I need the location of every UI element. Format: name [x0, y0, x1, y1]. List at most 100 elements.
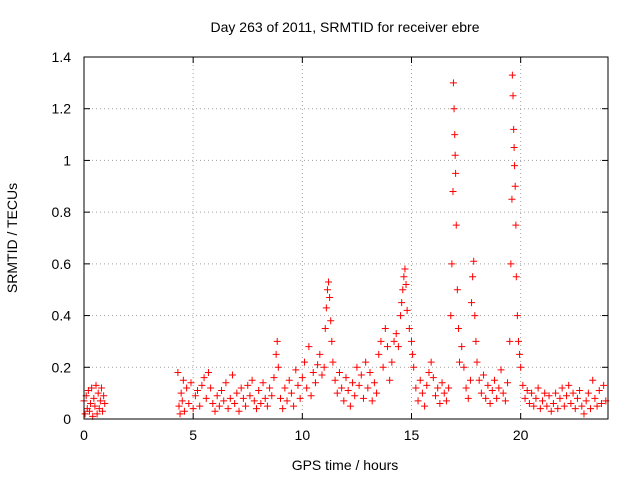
data-point	[364, 384, 372, 392]
data-point	[466, 376, 474, 384]
data-point	[235, 407, 243, 415]
data-point	[328, 337, 336, 345]
data-point	[375, 350, 383, 358]
data-point	[349, 379, 357, 387]
data-point	[477, 389, 485, 397]
y-tick-label: 0.8	[52, 204, 72, 220]
data-point	[298, 374, 306, 382]
data-point	[525, 399, 533, 407]
data-point	[470, 257, 478, 265]
data-point	[490, 376, 498, 384]
data-point	[202, 394, 210, 402]
data-point	[468, 299, 476, 307]
data-point	[547, 407, 555, 415]
data-point	[326, 293, 334, 301]
data-point	[370, 379, 378, 387]
data-point	[510, 144, 518, 151]
data-point	[504, 379, 512, 387]
data-point	[552, 389, 560, 397]
data-point	[224, 405, 232, 413]
data-point	[587, 405, 595, 413]
data-point	[563, 392, 571, 400]
data-point	[368, 397, 376, 405]
data-point	[400, 273, 408, 281]
data-point	[327, 317, 335, 325]
data-point	[554, 405, 562, 413]
y-tick-label: 1.4	[52, 49, 72, 65]
data-point	[418, 389, 426, 397]
data-point	[512, 221, 520, 229]
data-point	[495, 384, 503, 392]
data-point	[499, 389, 507, 397]
data-point	[558, 384, 566, 392]
data-point	[506, 337, 514, 345]
data-point	[281, 384, 289, 392]
data-point	[582, 397, 590, 405]
data-point	[303, 384, 311, 392]
data-point	[246, 392, 254, 400]
data-point	[97, 384, 105, 392]
data-point	[399, 286, 407, 294]
data-point	[436, 399, 444, 407]
data-point	[189, 405, 197, 413]
data-point	[99, 407, 107, 415]
data-point	[445, 384, 453, 392]
data-point	[488, 387, 496, 395]
data-point	[81, 410, 89, 418]
data-point	[294, 381, 302, 389]
data-point	[434, 384, 442, 392]
data-point	[335, 368, 343, 376]
data-point	[342, 374, 350, 382]
data-point	[274, 363, 282, 371]
data-point	[462, 384, 470, 392]
data-point	[534, 384, 542, 392]
data-point	[373, 389, 381, 397]
data-point	[589, 376, 597, 384]
data-point	[432, 392, 440, 400]
x-axis-label: GPS time / hours	[292, 457, 399, 473]
x-tick-label: 0	[80, 427, 88, 443]
data-point	[329, 358, 337, 366]
data-point	[513, 312, 521, 320]
data-point	[423, 381, 431, 389]
data-point	[584, 389, 592, 397]
data-point	[340, 397, 348, 405]
data-point	[285, 376, 293, 384]
x-tick-label: 20	[513, 427, 529, 443]
data-point	[451, 151, 459, 159]
data-point	[357, 371, 365, 379]
data-point	[94, 389, 102, 397]
data-point	[85, 407, 93, 415]
data-point	[323, 286, 331, 294]
data-point	[250, 397, 258, 405]
axis-ticks	[83, 56, 608, 420]
data-point	[471, 312, 479, 320]
x-tick-label: 10	[295, 427, 311, 443]
data-point	[279, 405, 287, 413]
data-point	[211, 407, 219, 415]
data-point	[305, 343, 313, 351]
data-point	[174, 368, 182, 376]
data-point	[414, 397, 422, 405]
data-point	[543, 402, 551, 410]
data-point	[183, 384, 191, 392]
data-point	[576, 387, 584, 395]
data-point	[519, 381, 527, 389]
data-point	[355, 381, 363, 389]
data-point	[549, 399, 557, 407]
data-point	[96, 397, 104, 405]
data-point	[449, 187, 457, 195]
data-point	[514, 337, 522, 345]
data-point	[560, 402, 568, 410]
data-point	[311, 379, 319, 387]
data-point	[266, 384, 274, 392]
data-point	[287, 389, 295, 397]
data-point	[464, 394, 472, 402]
data-point	[409, 350, 417, 358]
data-point	[179, 376, 187, 384]
data-point	[532, 394, 540, 402]
data-point	[539, 397, 546, 405]
data-point	[472, 337, 480, 345]
data-point	[421, 402, 429, 410]
